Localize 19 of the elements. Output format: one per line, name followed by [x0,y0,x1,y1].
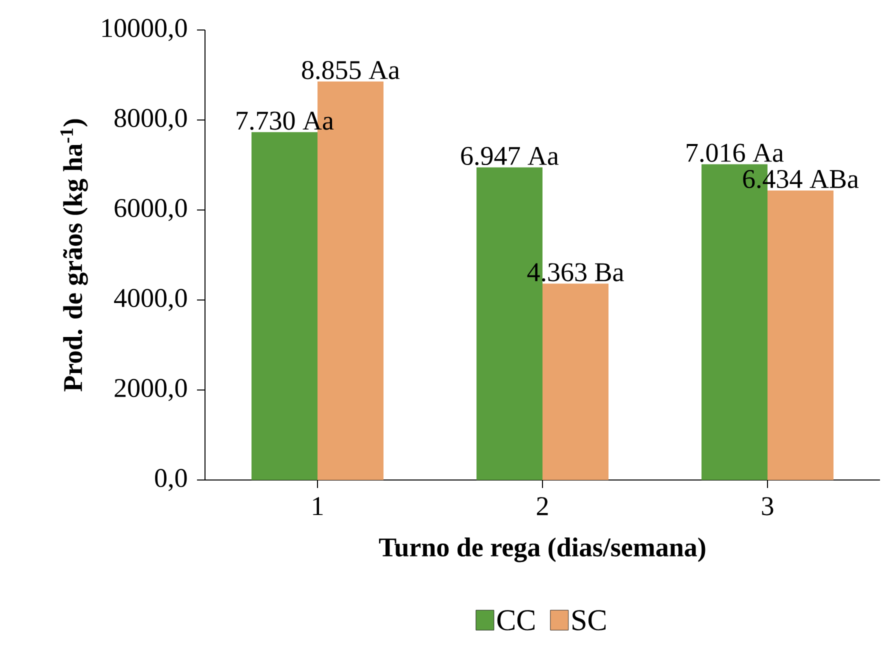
bar [252,132,318,480]
data-label: 8.855 Aa [302,60,400,80]
data-label: 7.016 Aa [686,144,784,162]
y-tick-label: 2000,0 [114,378,187,402]
x-tick-label: 1 [313,497,323,516]
y-tick-label: 0,0 [155,468,187,492]
x-tick-label: 3 [762,497,774,516]
legend-label: CC [497,610,535,630]
y-tick-label: 4000,0 [114,288,187,312]
x-axis-title: Turno de rega (dias/semana) [379,538,706,562]
y-axis-title: Prod. de grãos (kg ha$^{-1}$) [60,119,88,392]
data-label: 6.947 Aa [461,146,559,166]
y-tick-label: 10000,0 [102,18,187,42]
y-tick-label: 6000,0 [114,198,187,222]
y-tick-label: 8000,0 [114,108,187,132]
x-tick-label: 2 [536,497,548,516]
bar [542,284,609,480]
bar [768,190,834,480]
legend-label: SC [572,610,606,630]
